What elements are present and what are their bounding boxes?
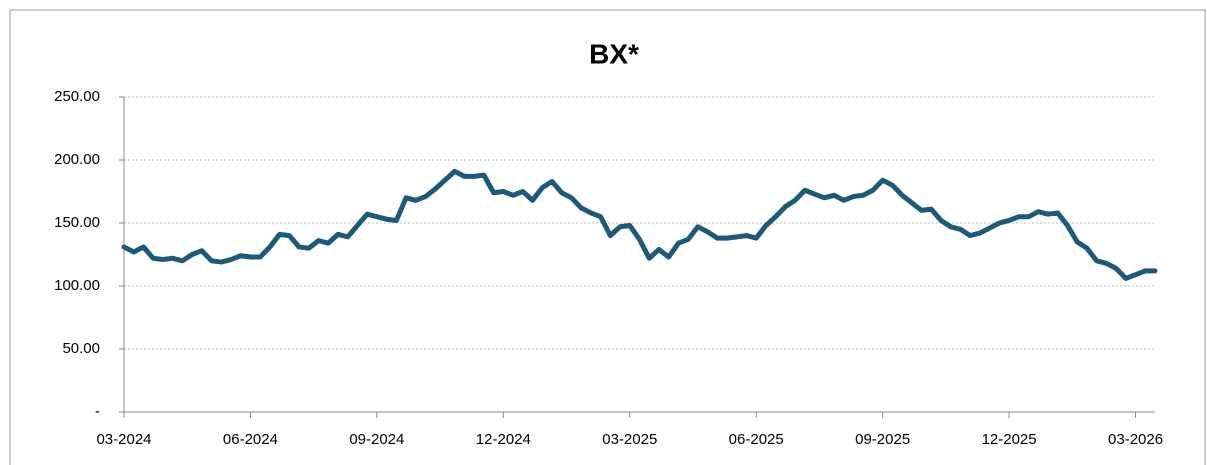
chart-title: BX* (589, 38, 639, 69)
x-tick-label: 09-2024 (349, 431, 404, 448)
y-tick-label: 50.00 (62, 340, 100, 357)
x-tick-label: 09-2025 (855, 431, 910, 448)
y-tick-label: 250.00 (54, 88, 100, 105)
x-tick-label: 12-2024 (476, 431, 531, 448)
y-tick-label: 100.00 (54, 277, 100, 294)
x-tick-label: 06-2024 (223, 431, 278, 448)
y-tick-label: 200.00 (54, 151, 100, 168)
x-tick-label: 03-2024 (96, 431, 151, 448)
x-tick-label: 03-2025 (602, 431, 657, 448)
x-tick-label: 06-2025 (729, 431, 784, 448)
y-tick-label: 150.00 (54, 214, 100, 231)
x-tick-label: 03-2026 (1108, 431, 1163, 448)
y-tick-label: - (95, 403, 100, 420)
price-line (121, 168, 1158, 281)
chart-border (9, 9, 1206, 465)
x-tick-label: 12-2025 (982, 431, 1037, 448)
